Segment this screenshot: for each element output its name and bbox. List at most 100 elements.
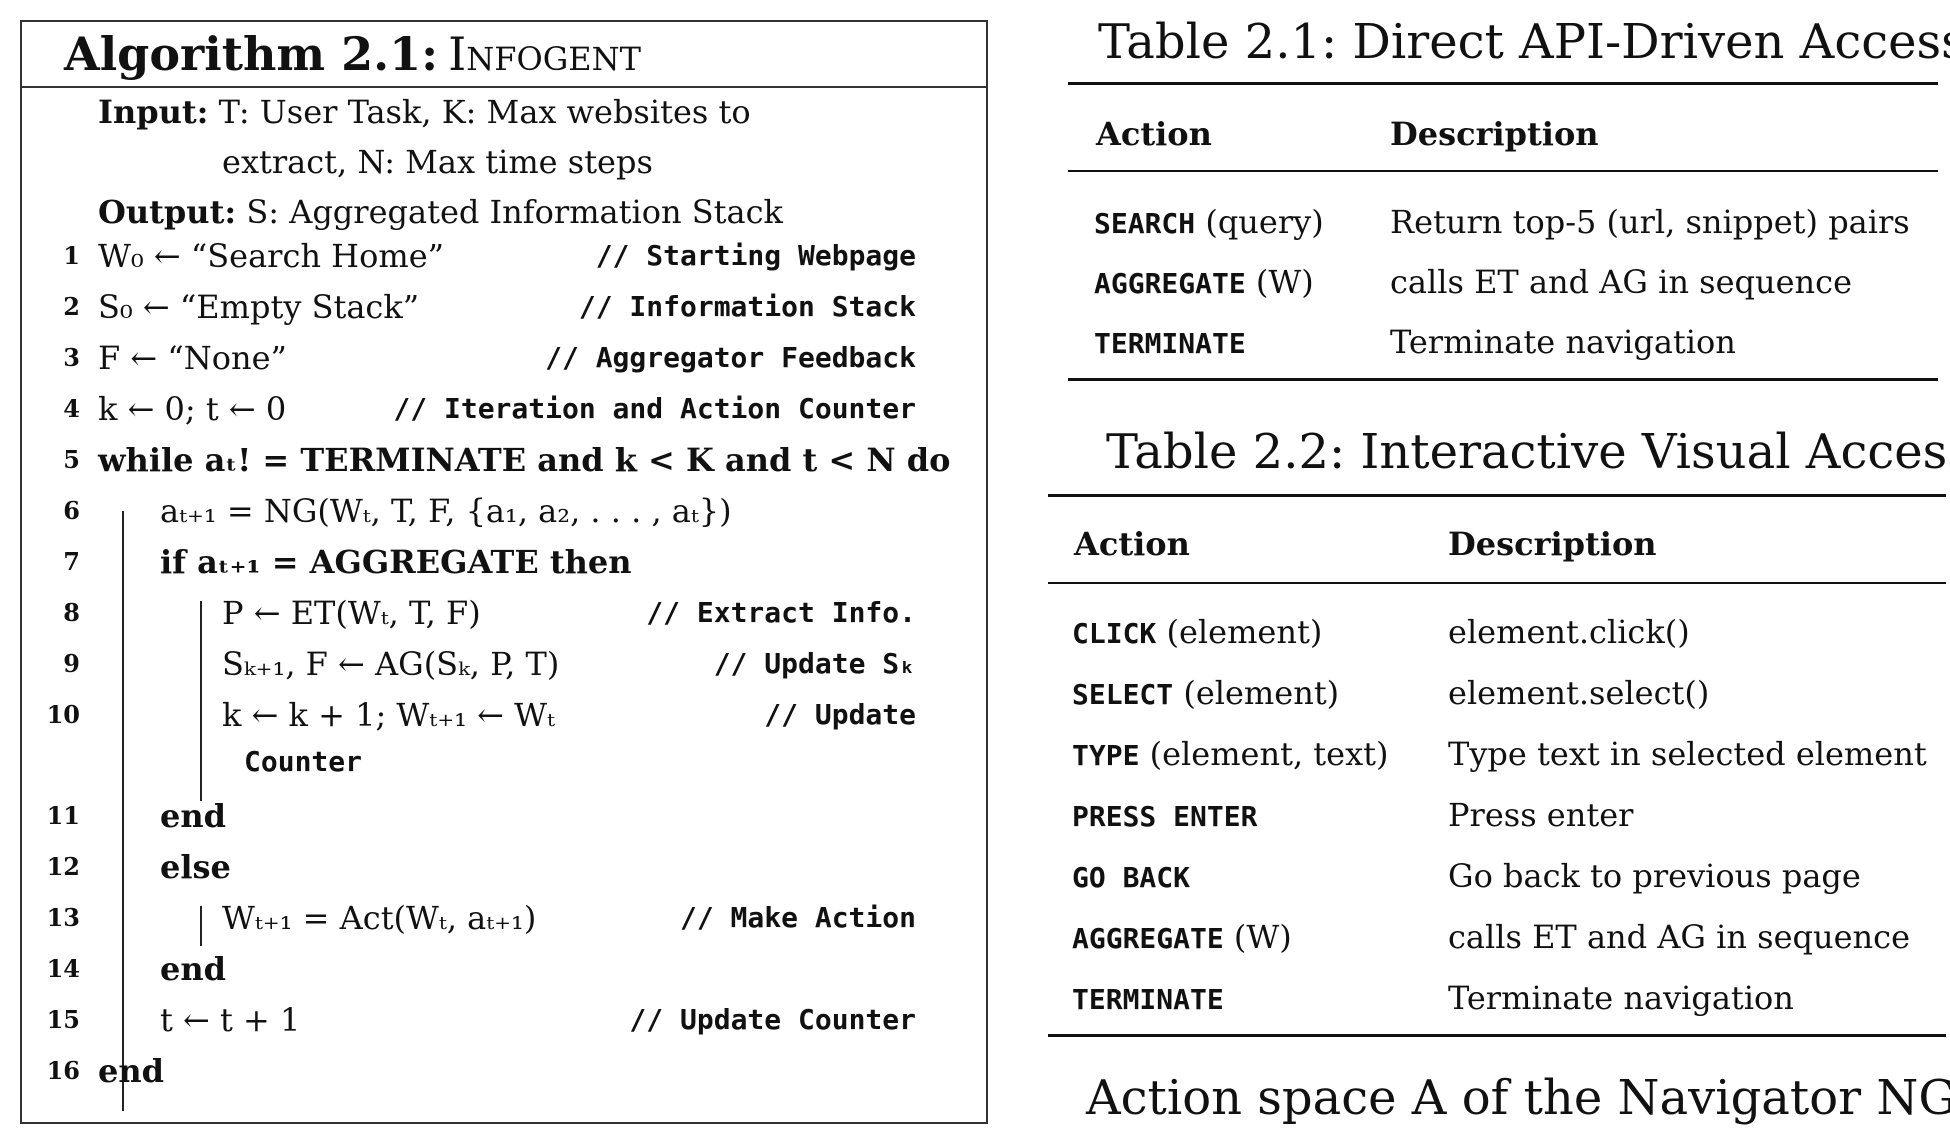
line-comment: // Update Counter [629,1003,916,1036]
action-command: AGGREGATE [1072,922,1224,955]
table2-top-rule [1048,494,1946,497]
algo-line: 2 S₀ ← “Empty Stack” // Information Stac… [22,283,986,331]
table1-header-action: Action [1096,115,1212,153]
line-number: 14 [46,954,80,983]
table2-description-cell: Press enter [1448,796,1634,834]
table1-header-description: Description [1390,115,1599,153]
line-code: aₜ₊₁ = NG(Wₜ, T, F, {a₁, a₂, . . . , aₜ}… [160,492,732,530]
algo-line: 4 k ← 0; t ← 0 // Iteration and Action C… [22,385,986,433]
line-code: end [160,797,226,835]
line-number: 11 [46,801,80,830]
algo-line: Counter [22,738,986,786]
algo-line: 14 end [22,945,986,993]
action-command: AGGREGATE [1094,267,1246,300]
line-code: Sₖ₊₁, F ← AG(Sₖ, P, T) [222,645,560,683]
algo-line: 6 aₜ₊₁ = NG(Wₜ, T, F, {a₁, a₂, . . . , a… [22,487,986,535]
table2-action-cell: CLICK (element) [1072,612,1322,654]
table2-header-description: Description [1448,525,1657,563]
algorithm-header: Algorithm 2.1: Infogent [22,22,986,88]
algorithm-box: Algorithm 2.1: Infogent Input: T: User Ta… [20,20,988,1124]
figure-caption: Action space A of the Navigator NG. [1086,1070,1950,1126]
line-number: 2 [63,292,80,321]
table1-action-cell: SEARCH (query) [1094,202,1324,244]
line-number: 12 [46,852,80,881]
line-number: 3 [63,343,80,372]
table1-mid-rule [1068,170,1938,172]
input-line-2: extract, N: Max time steps [222,143,653,181]
table1-description-cell: Terminate navigation [1390,323,1736,361]
line-number: 1 [63,241,80,270]
table2-bottom-rule [1048,1034,1946,1037]
table2-action-cell: GO BACK [1072,856,1190,898]
line-number: 15 [46,1005,80,1034]
line-comment: // Starting Webpage [595,239,916,272]
while-scope-bar [122,511,124,1111]
line-comment: // Iteration and Action Counter [393,392,916,425]
algo-line: 15 t ← t + 1 // Update Counter [22,996,986,1044]
algo-line: 7 if aₜ₊₁ = AGGREGATE then [22,538,986,586]
table2-description-cell: element.select() [1448,674,1710,712]
action-command: TYPE [1072,739,1140,772]
action-argument: (query) [1205,203,1324,241]
line-code: end [160,950,226,988]
algorithm-input-cont: extract, N: Max time steps [222,142,653,182]
table2-description-cell: element.click() [1448,613,1690,651]
line-code: k ← k + 1; Wₜ₊₁ ← Wₜ [222,696,555,734]
line-number: 10 [46,700,80,729]
input-line-1: T: User Task, K: Max websites to [218,93,751,131]
algo-line: 10 k ← k + 1; Wₜ₊₁ ← Wₜ // Update [22,691,986,739]
algo-line: 8 P ← ET(Wₜ, T, F) // Extract Info. [22,589,986,637]
output-text: S: Aggregated Information Stack [246,193,783,231]
algo-line: 16 end [22,1047,986,1095]
line-code: else [160,848,231,886]
action-command: SEARCH [1094,207,1196,240]
line-number: 7 [63,547,80,576]
line-code: W₀ ← “Search Home” [98,237,444,275]
action-argument: (W) [1255,263,1314,301]
algo-line: 1 W₀ ← “Search Home” // Starting Webpage [22,232,986,280]
table1-description-cell: calls ET and AG in sequence [1390,263,1852,301]
action-command: TERMINATE [1094,327,1246,360]
table2-action-cell: AGGREGATE (W) [1072,917,1292,959]
algorithm-name: Infogent [448,27,641,81]
table1-caption: Table 2.1: Direct API-Driven Access [1098,14,1950,70]
line-code: S₀ ← “Empty Stack” [98,288,420,326]
algo-line: 3 F ← “None” // Aggregator Feedback [22,334,986,382]
output-key: Output: [98,193,237,231]
algo-line: 13 Wₜ₊₁ = Act(Wₜ, aₜ₊₁) // Make Action [22,894,986,942]
action-command: PRESS ENTER [1072,800,1258,833]
table2-caption: Table 2.2: Interactive Visual Access [1106,424,1950,480]
line-number: 8 [63,598,80,627]
line-number: 5 [63,445,80,474]
table2-header-action: Action [1074,525,1190,563]
action-argument: (element) [1166,613,1323,651]
table2-mid-rule [1048,582,1946,584]
algorithm-title: Algorithm 2.1: Infogent [64,26,641,82]
line-comment: // Aggregator Feedback [545,341,916,374]
table2-description-cell: Terminate navigation [1448,979,1794,1017]
action-command: CLICK [1072,617,1157,650]
line-comment: // Make Action [679,901,916,934]
action-argument: (element, text) [1149,735,1389,773]
line-code: F ← “None” [98,339,287,377]
action-command: SELECT [1072,678,1174,711]
line-code: k ← 0; t ← 0 [98,390,287,428]
table2-description-cell: Type text in selected element [1448,735,1927,773]
line-number: 6 [63,496,80,525]
table1-action-cell: AGGREGATE (W) [1094,262,1314,304]
action-command: GO BACK [1072,861,1191,894]
line-code: while aₜ! = TERMINATE and k < K and t < … [98,441,951,479]
action-argument: (element) [1183,674,1340,712]
algo-line: 12 else [22,843,986,891]
table2-action-cell: TERMINATE [1072,978,1224,1020]
algorithm-output: Output: S: Aggregated Information Stack [98,192,783,232]
algorithm-body: Input: T: User Task, K: Max websites to … [22,86,986,1122]
action-command: TERMINATE [1072,983,1224,1016]
line-code: if aₜ₊₁ = AGGREGATE then [160,543,632,581]
else-scope-bar [200,906,202,946]
line-code: end [98,1052,164,1090]
table2-description-cell: calls ET and AG in sequence [1448,918,1910,956]
line-number: 16 [46,1056,80,1085]
line-code: P ← ET(Wₜ, T, F) [222,594,481,632]
line-comment: // Extract Info. [646,596,916,629]
